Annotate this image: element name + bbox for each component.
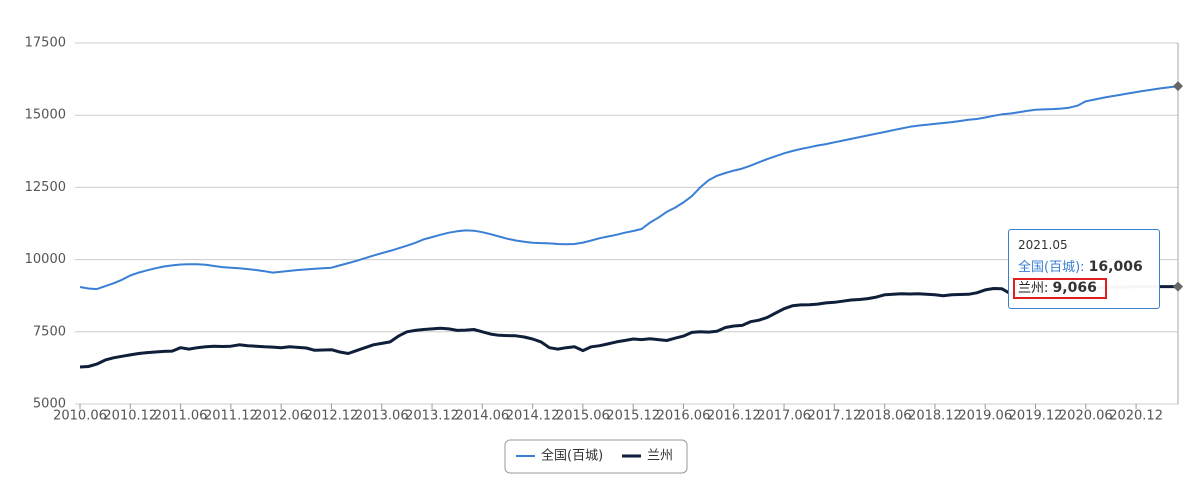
x-tick-label: 2020.12: [1109, 409, 1163, 424]
tooltip: 2021.05 全国(百城)16,006 兰州9,066: [1008, 229, 1160, 309]
x-tick-label: 2010.06: [53, 409, 107, 424]
x-tick-label: 2020.06: [1059, 409, 1113, 424]
x-tick-label: 2013.06: [355, 409, 409, 424]
x-tick-label: 2016.12: [707, 409, 761, 424]
tooltip-row: 兰州9,066: [1018, 278, 1159, 299]
x-tick-label: 2018.12: [908, 409, 962, 424]
point-marker: [1173, 281, 1183, 292]
x-tick-label: 2012.06: [254, 409, 308, 424]
legend-label: 兰州: [647, 449, 673, 464]
tooltip-row: 全国(百城)16,006: [1018, 257, 1159, 278]
tooltip-value: 16,006: [1088, 259, 1143, 275]
series-line: [79, 285, 1178, 369]
y-tick-label: 10000: [25, 252, 66, 267]
y-tick-label: 15000: [25, 108, 66, 123]
tooltip-date: 2021.05: [1018, 238, 1068, 252]
y-tick-label: 7500: [33, 324, 66, 339]
y-tick-label: 5000: [33, 397, 66, 412]
x-tick-label: 2015.06: [556, 409, 610, 424]
x-tick-label: 2019.06: [958, 409, 1012, 424]
x-tick-label: 2011.12: [204, 409, 258, 424]
x-tick-label: 2017.12: [807, 409, 861, 424]
x-tick-label: 2019.12: [1009, 409, 1063, 424]
series-line: [79, 85, 1179, 291]
x-tick-label: 2016.06: [657, 409, 711, 424]
tooltip-value: 9,066: [1052, 280, 1097, 296]
tooltip-series-name: 全国(百城): [1018, 260, 1089, 275]
x-tick-label: 2018.06: [858, 409, 912, 424]
x-tick-label: 2013.12: [405, 409, 459, 424]
x-tick-label: 2010.12: [103, 409, 157, 424]
point-marker: [1173, 81, 1183, 92]
y-tick-label: 17500: [25, 36, 66, 51]
x-tick-label: 2014.06: [455, 409, 509, 424]
legend-box: [504, 439, 688, 474]
legend-label: 全国(百城): [541, 448, 603, 464]
x-tick-label: 2011.06: [154, 409, 208, 424]
x-tick-label: 2014.12: [506, 409, 560, 424]
y-tick-label: 12500: [25, 180, 66, 195]
x-tick-label: 2017.06: [757, 409, 811, 424]
x-tick-label: 2012.12: [305, 409, 359, 424]
highlight-box: [1013, 278, 1107, 299]
x-tick-label: 2015.12: [606, 409, 660, 424]
tooltip-series-name: 兰州: [1018, 281, 1053, 296]
